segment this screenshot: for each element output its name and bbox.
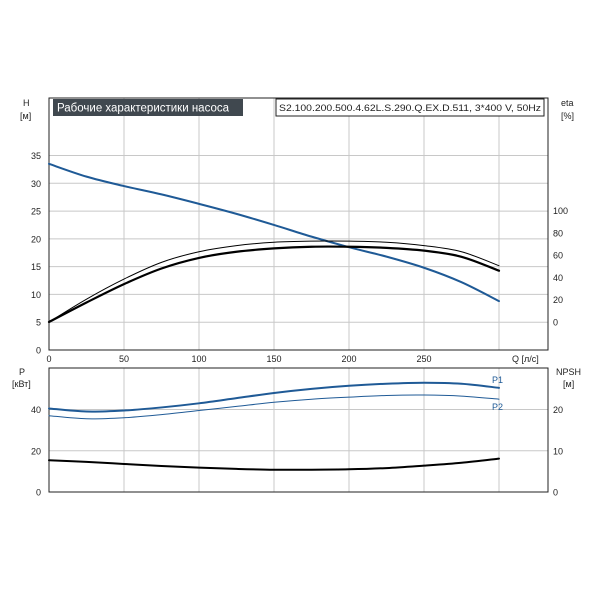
y-right-tick-label: 80	[553, 228, 563, 238]
y-right-tick-label: 0	[553, 318, 558, 328]
power-panel-frame	[48, 367, 549, 493]
efficiency-curve-thick	[47, 245, 501, 324]
x-axis-title: Q [л/с]	[512, 354, 539, 364]
x-tick-label: 250	[416, 354, 431, 364]
y-left-axis-title: H	[23, 98, 30, 108]
y-left-tick-label: 10	[31, 290, 41, 300]
x-tick-label: 150	[266, 354, 281, 364]
y-left-tick-label: 20	[31, 234, 41, 244]
y-left-tick-label: 15	[31, 262, 41, 272]
y-left-tick-label: 35	[31, 151, 41, 161]
head-efficiency-panel: 0 50 100 150 200 250 0 5 10 15 20 25 30 35 0 20 40 60 80 10…	[20, 97, 574, 364]
x-tick-label: 0	[46, 354, 51, 364]
y-left-tick-label: 0	[36, 346, 41, 356]
npsh-tick-label: 20	[553, 405, 563, 415]
y-right-tick-label: 20	[553, 295, 563, 305]
chart-title-box	[53, 99, 243, 116]
npsh-curve	[48, 457, 500, 471]
npsh-tick-label: 10	[553, 446, 563, 456]
power-tick-label: 20	[31, 446, 41, 456]
y-right-axis-title: eta	[561, 98, 574, 108]
y-left-tick-label: 30	[31, 179, 41, 189]
power-axis-unit: [кВт]	[12, 379, 31, 389]
npsh-tick-label: 0	[553, 488, 558, 498]
y-right-tick-label: 40	[553, 273, 563, 283]
model-label-box	[275, 98, 545, 117]
head-panel-frame	[48, 97, 549, 351]
power-p2-curve	[48, 394, 500, 420]
model-label: S2.100.200.500.4.62L.S.290.Q.EX.D.511, 3…	[279, 103, 542, 113]
power-npsh-panel: 0 20 40 0 10 20 P [кВт] NPSH [м] P1 P2	[12, 367, 581, 498]
y-right-tick-label: 100	[553, 206, 568, 216]
series-label-p1: P1	[492, 375, 503, 385]
series-label-p2: P2	[492, 402, 503, 412]
x-tick-label: 100	[191, 354, 206, 364]
power-p1-curve	[48, 381, 500, 413]
head-curve	[48, 162, 500, 303]
npsh-axis-title: NPSH	[556, 367, 581, 377]
power-tick-label: 0	[36, 488, 41, 498]
y-right-axis-unit: [%]	[561, 111, 574, 121]
x-tick-label: 200	[341, 354, 356, 364]
y-right-tick-label: 60	[553, 251, 563, 261]
y-left-tick-label: 25	[31, 207, 41, 217]
power-tick-label: 40	[31, 405, 41, 415]
y-left-axis-unit: [м]	[20, 111, 31, 121]
efficiency-curve-thin	[48, 240, 500, 323]
y-left-tick-label: 5	[36, 318, 41, 328]
x-tick-label: 50	[119, 354, 129, 364]
chart-title: Рабочие характеристики насоса	[57, 103, 230, 115]
npsh-axis-unit: [м]	[563, 379, 574, 389]
power-axis-title: P	[19, 367, 25, 377]
